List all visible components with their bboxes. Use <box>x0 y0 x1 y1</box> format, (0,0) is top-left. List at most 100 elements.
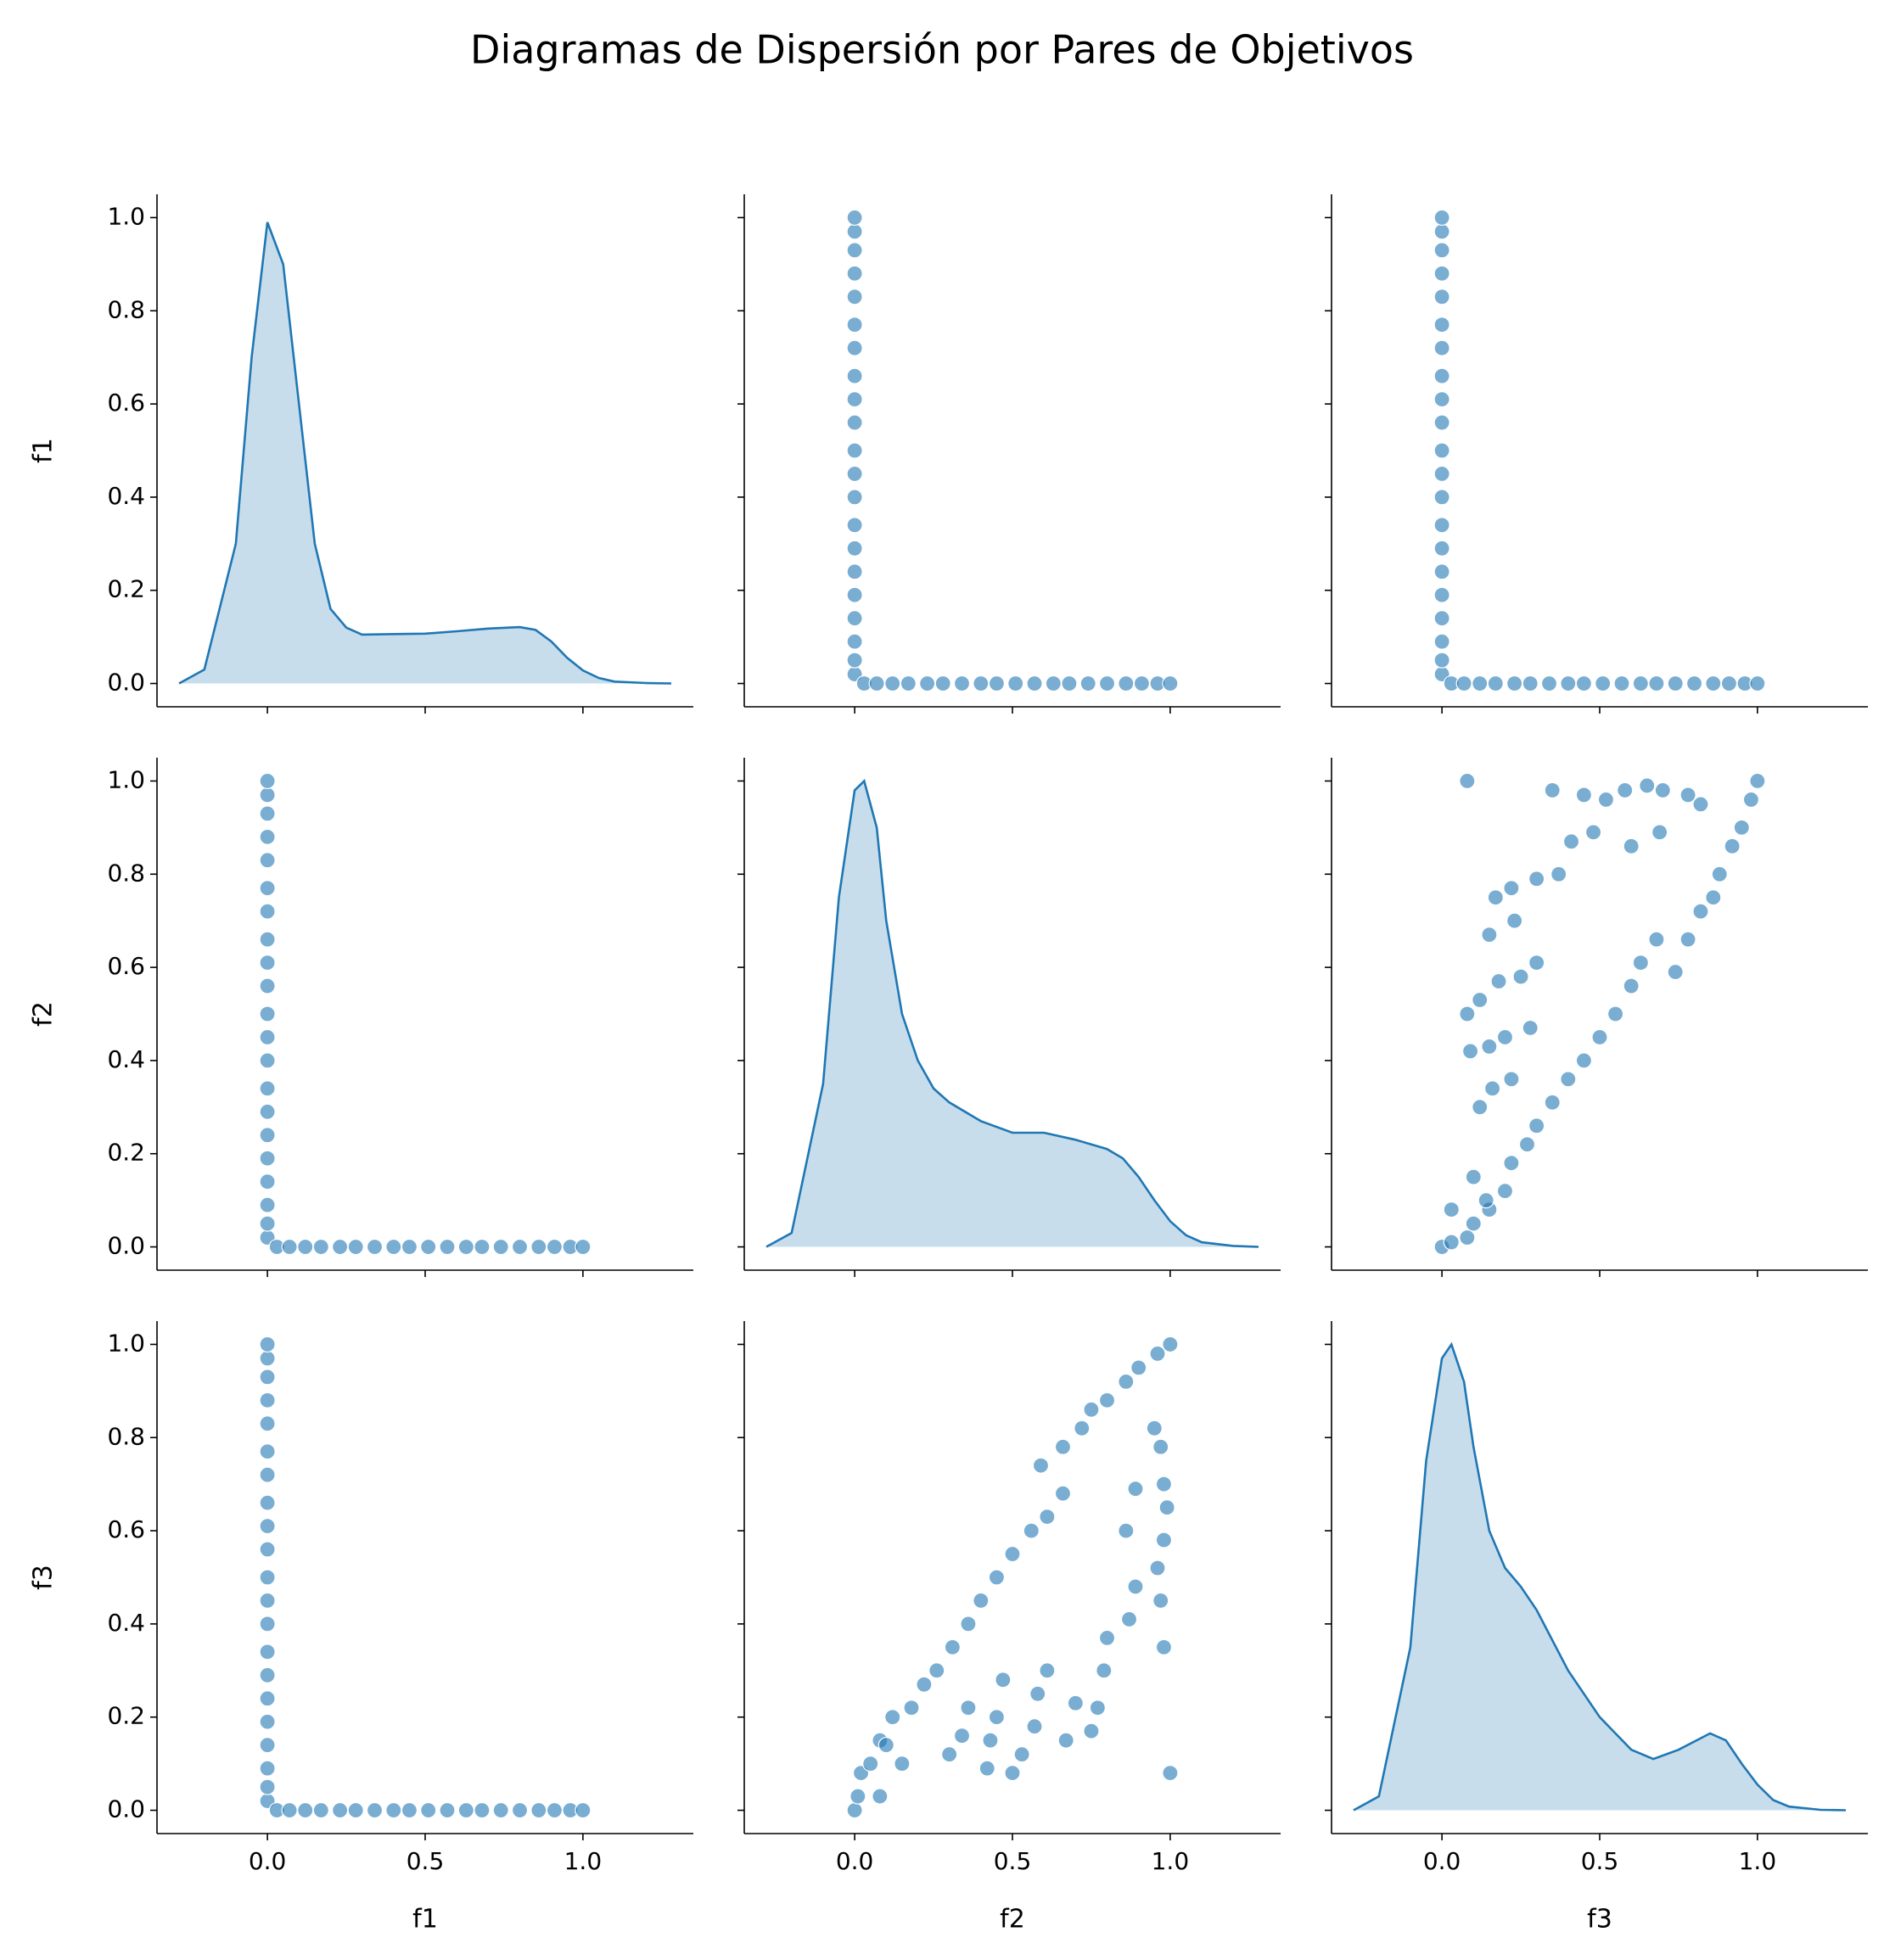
scatter-point <box>259 1644 276 1660</box>
y-tick-label: 0.4 <box>107 1045 145 1073</box>
scatter-point <box>530 1238 547 1256</box>
scatter-point <box>1705 889 1722 906</box>
scatter-point <box>1433 633 1450 650</box>
scatter-point <box>973 1592 990 1610</box>
y-axis-label: f3 <box>29 1565 59 1590</box>
scatter-point <box>1074 1420 1091 1436</box>
scatter-point <box>1544 1094 1561 1111</box>
scatter-point <box>1127 1578 1144 1595</box>
scatter-point <box>259 1150 276 1167</box>
panel: 0.0 0.2 0.4 0.6 0.8 1.0 0.0 0.5 1.0 f3 f1 <box>29 1321 693 1935</box>
scatter-point <box>1433 586 1450 603</box>
scatter-point <box>259 977 276 994</box>
scatter-point <box>1433 339 1450 356</box>
scatter-point <box>1613 675 1630 692</box>
y-tick-label: 0.4 <box>107 482 145 510</box>
y-tick-label: 0.6 <box>107 952 145 980</box>
scatter-point <box>1512 968 1529 985</box>
scatter-point <box>1118 675 1135 692</box>
x-axis-label: f3 <box>1587 1905 1612 1935</box>
scatter-point <box>1544 781 1561 799</box>
scatter-point <box>1632 675 1649 692</box>
panel <box>737 194 1281 714</box>
x-tick-label: 1.0 <box>564 1847 603 1875</box>
scatter-point <box>1433 489 1450 506</box>
scatter-point <box>297 1238 314 1256</box>
scatter-point <box>1057 1732 1074 1749</box>
scatter-point <box>1083 1722 1100 1739</box>
scatter-point <box>1098 675 1116 692</box>
scatter-point <box>259 903 276 920</box>
scatter-point <box>385 1801 402 1819</box>
scatter-point <box>1127 1481 1144 1498</box>
scatter-point <box>846 1801 863 1819</box>
y-tick-label: 0.8 <box>107 859 145 887</box>
scatter-point <box>1749 772 1766 790</box>
scatter-point <box>1098 1392 1116 1408</box>
scatter-point <box>332 1238 349 1256</box>
scatter-point <box>1679 931 1696 948</box>
scatter-point <box>259 1369 276 1386</box>
scatter-point <box>1054 1485 1072 1502</box>
scatter-point <box>1472 991 1489 1009</box>
scatter-point <box>259 805 276 822</box>
scatter-point <box>1118 1373 1135 1390</box>
scatter-point <box>846 391 863 408</box>
scatter-point <box>1540 675 1558 692</box>
scatter-point <box>978 1760 995 1777</box>
scatter-point <box>1692 796 1709 813</box>
scatter-point <box>1079 675 1096 692</box>
scatter-point <box>1503 880 1520 897</box>
scatter-point <box>846 209 863 227</box>
scatter-point <box>1433 367 1450 384</box>
panel: 0.0 0.2 0.4 0.6 0.8 1.0 f1 <box>29 194 693 714</box>
scatter-point <box>1039 1509 1056 1526</box>
scatter-point <box>1443 1234 1460 1251</box>
scatter-point <box>1433 242 1450 259</box>
scatter-point <box>385 1238 402 1256</box>
scatter-point <box>1029 1685 1046 1702</box>
scatter-point <box>259 880 276 897</box>
scatter-point <box>846 563 863 580</box>
scatter-point <box>259 1005 276 1022</box>
scatter-point <box>439 1801 456 1819</box>
scatter-point <box>988 1709 1006 1726</box>
scatter-point <box>1054 1438 1072 1455</box>
scatter-point <box>1720 675 1738 692</box>
scatter-point <box>872 1788 889 1805</box>
scatter-point <box>846 242 863 259</box>
y-tick-label: 0.4 <box>107 1609 145 1637</box>
scatter-point <box>1711 865 1728 882</box>
scatter-point <box>941 1746 958 1763</box>
scatter-point <box>1045 675 1062 692</box>
scatter-point <box>1667 963 1684 981</box>
scatter-point <box>1433 391 1450 408</box>
scatter-point <box>420 1238 437 1256</box>
scatter-point <box>1433 288 1450 305</box>
scatter-point <box>401 1238 418 1256</box>
scatter-point <box>1433 414 1450 431</box>
scatter-point <box>1667 675 1684 692</box>
scatter-point <box>846 223 863 240</box>
scatter-point <box>1026 1718 1043 1735</box>
scatter-point <box>259 1569 276 1586</box>
scatter-point <box>1595 675 1612 692</box>
x-tick-label: 0.5 <box>407 1847 445 1875</box>
scatter-point <box>259 1494 276 1511</box>
scatter-point <box>1490 972 1507 990</box>
scatter-point <box>1433 540 1450 557</box>
scatter-point <box>1639 777 1656 794</box>
scatter-point <box>457 1801 474 1819</box>
scatter-point <box>546 1238 564 1256</box>
scatter-point <box>1158 1499 1175 1516</box>
scatter-point <box>846 414 863 431</box>
scatter-point <box>846 339 863 356</box>
scatter-point <box>259 1517 276 1535</box>
scatter-point <box>259 1415 276 1432</box>
scatter-point <box>259 828 276 845</box>
scatter-point <box>1522 1019 1539 1037</box>
scatter-point <box>1528 954 1545 972</box>
scatter-point <box>1433 265 1450 282</box>
